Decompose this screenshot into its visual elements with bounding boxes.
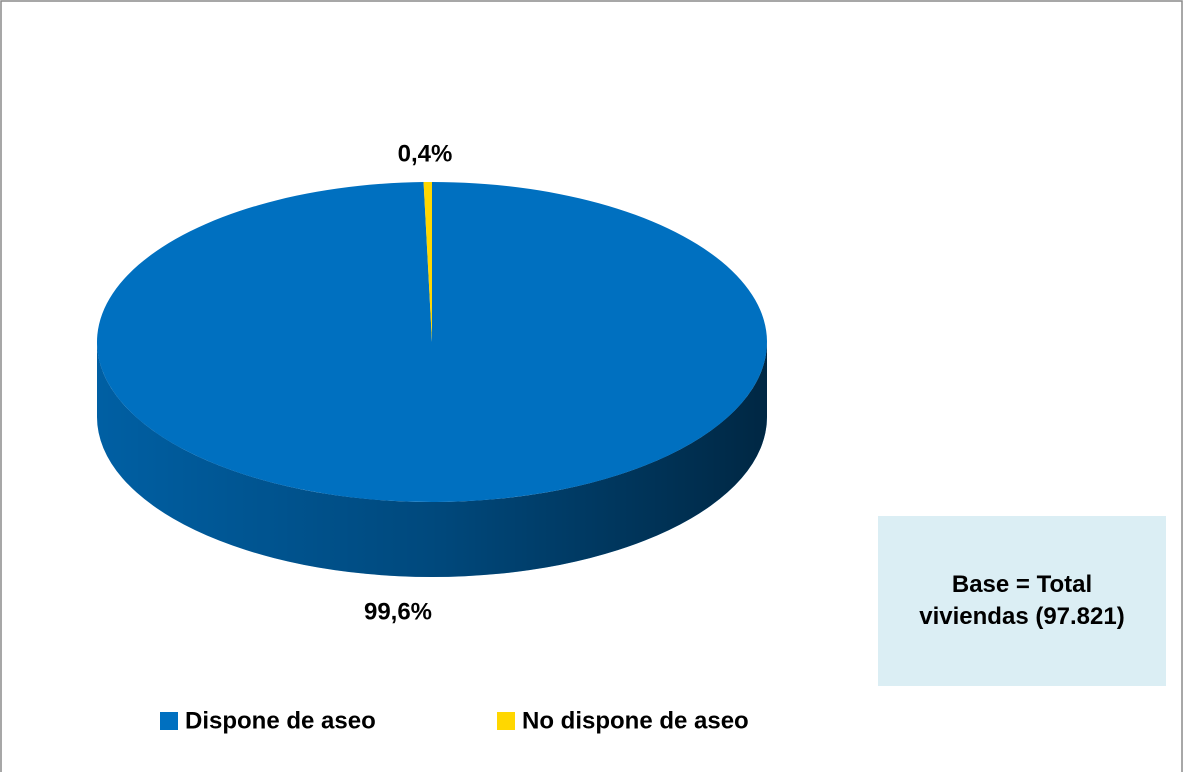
legend-swatch xyxy=(497,712,515,730)
legend-swatch xyxy=(160,712,178,730)
data-label: 0,4% xyxy=(398,140,453,167)
legend-label: Dispone de aseo xyxy=(185,707,376,734)
data-label: 99,6% xyxy=(364,598,432,625)
slice xyxy=(96,182,767,502)
legend-label: No dispone de aseo xyxy=(522,707,749,734)
annotation: Base = Total viviendas (97.821) xyxy=(878,516,1166,686)
slice xyxy=(423,182,432,342)
slice-side-shade xyxy=(97,342,767,577)
